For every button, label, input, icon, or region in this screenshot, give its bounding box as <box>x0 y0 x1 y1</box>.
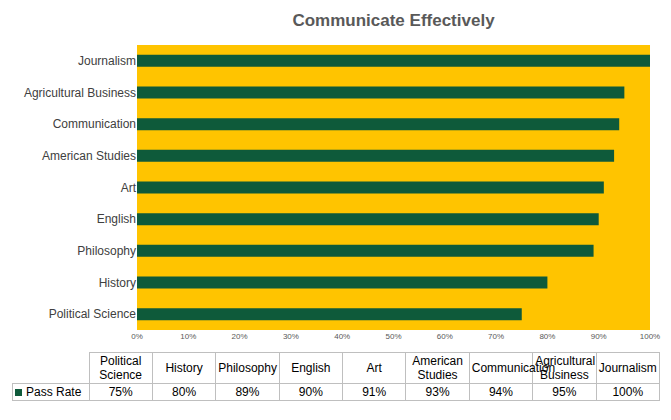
html-text:91%: 91% <box>362 385 387 399</box>
html-text:93%: 93% <box>425 385 450 399</box>
svg-text:40%: 40% <box>334 332 350 341</box>
svg-text:Political Science: Political Science <box>49 307 137 321</box>
html-text:American Studies: American Studies <box>412 354 463 382</box>
html-text:Pass Rate: Pass Rate <box>26 385 82 399</box>
svg-text:Journalism: Journalism <box>78 54 136 68</box>
html-text:90%: 90% <box>298 385 323 399</box>
html-text:Political Science: Political Science <box>99 354 142 382</box>
svg-text:20%: 20% <box>232 332 248 341</box>
html-text:94%: 94% <box>488 385 513 399</box>
svg-text:Philosophy: Philosophy <box>77 244 136 258</box>
html-text:Agricultural Business: Agricultural Business <box>535 354 596 382</box>
html-text:Art: Art <box>366 361 382 375</box>
html-text:100%: 100% <box>612 385 644 399</box>
svg-text:30%: 30% <box>283 332 299 341</box>
html-text:80%: 80% <box>172 385 197 399</box>
svg-text:Art: Art <box>121 181 137 195</box>
html-text:Philosophy: Philosophy <box>218 361 277 375</box>
svg-text:American Studies: American Studies <box>42 149 136 163</box>
svg-text:English: English <box>97 212 136 226</box>
html-text:95%: 95% <box>552 385 577 399</box>
html-text:Journalism: Journalism <box>598 361 657 375</box>
svg-text:70%: 70% <box>488 332 504 341</box>
svg-text:50%: 50% <box>385 332 401 341</box>
html-text:Communication: Communication <box>471 361 556 375</box>
svg-text:Communication: Communication <box>53 117 136 131</box>
svg-text:0%: 0% <box>131 332 143 341</box>
html-text:English: English <box>291 361 331 375</box>
svg-text:60%: 60% <box>437 332 453 341</box>
html-text:75%: 75% <box>108 385 133 399</box>
svg-text:Communicate Effectively: Communicate Effectively <box>292 11 495 30</box>
html-text:History: History <box>165 361 203 375</box>
svg-text:80%: 80% <box>539 332 555 341</box>
svg-text:Agricultural Business: Agricultural Business <box>24 86 136 100</box>
html-text:89%: 89% <box>235 385 260 399</box>
svg-text:100%: 100% <box>640 332 660 341</box>
svg-text:10%: 10% <box>180 332 196 341</box>
svg-text:90%: 90% <box>591 332 607 341</box>
svg-text:History: History <box>99 276 136 290</box>
